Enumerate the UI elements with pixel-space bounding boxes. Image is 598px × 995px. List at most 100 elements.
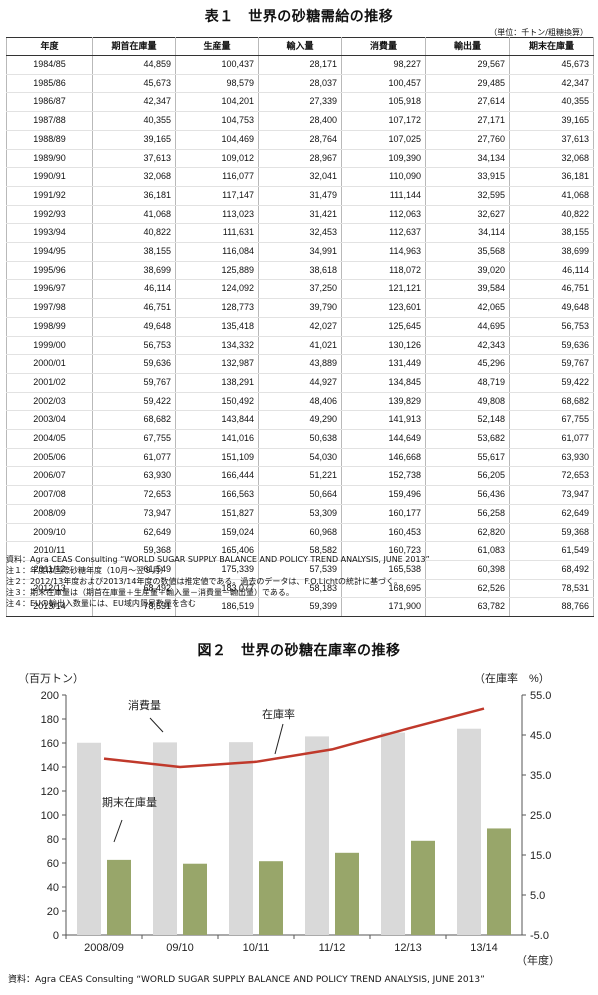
value-cell: 59,767 xyxy=(509,354,594,374)
table-row: 1997/98 46,751 128,773 39,790 123,601 42,065 4… xyxy=(6,298,594,318)
x-tick-label: 09/10 xyxy=(166,942,194,954)
value-cell: 45,673 xyxy=(509,55,594,75)
left-tick-label: 200 xyxy=(41,690,59,702)
value-cell: 143,844 xyxy=(175,410,259,431)
year-cell: 1992/93 xyxy=(6,205,93,225)
value-cell: 31,479 xyxy=(258,186,342,206)
value-cell: 124,092 xyxy=(175,279,259,300)
value-cell: 63,930 xyxy=(509,448,594,468)
value-cell: 116,077 xyxy=(175,167,259,187)
stock-ratio-line xyxy=(103,707,485,769)
value-cell: 28,400 xyxy=(258,111,342,131)
value-cell: 107,172 xyxy=(341,111,426,131)
table-row: 2002/03 59,422 150,492 48,406 139,829 49,808 6… xyxy=(6,392,594,412)
right-tick-label: 45.0 xyxy=(530,730,551,742)
value-cell: 62,649 xyxy=(509,504,594,524)
value-cell: 68,492 xyxy=(509,560,594,580)
value-cell: 32,041 xyxy=(258,167,342,187)
value-cell: 72,653 xyxy=(92,485,176,505)
consumption-bar xyxy=(457,728,481,935)
value-cell: 32,453 xyxy=(258,223,342,244)
value-cell: 56,205 xyxy=(425,466,510,487)
value-cell: 67,755 xyxy=(509,410,594,431)
table-row: 1988/89 39,165 104,469 28,764 107,025 27,760 3… xyxy=(6,130,594,150)
table-row: 2003/04 68,682 143,844 49,290 141,913 52,148 6… xyxy=(6,410,594,431)
table-row: 2004/05 67,755 141,016 50,638 144,649 53,682 6… xyxy=(6,429,594,449)
note-3: 注３：期末在庫量は（期首在庫量＋生産量＋輸入量－消費量－輸出量）である。 xyxy=(6,588,294,597)
value-cell: 49,648 xyxy=(92,317,176,337)
consumption-annotation-arrow xyxy=(149,717,164,733)
value-cell: 121,121 xyxy=(341,279,426,300)
table-row: 1995/96 38,699 125,889 38,618 118,072 39,020 4… xyxy=(6,261,594,281)
value-cell: 45,296 xyxy=(425,354,510,374)
value-cell: 56,258 xyxy=(425,504,510,524)
ratio-annotation: 在庫率 xyxy=(262,707,295,721)
note-4: 注４：EUの輸出入数量には、EU域内貿易数量を含む xyxy=(6,599,196,608)
year-cell: 1984/85 xyxy=(6,55,93,75)
value-cell: 166,444 xyxy=(175,466,259,487)
value-cell: 110,090 xyxy=(341,167,426,187)
year-cell: 1997/98 xyxy=(6,298,93,318)
value-cell: 151,827 xyxy=(175,504,259,524)
value-cell: 134,332 xyxy=(175,335,259,356)
consumption-annotation: 消費量 xyxy=(128,698,161,712)
stock-bar xyxy=(259,861,283,935)
right-tick-label: 5.0 xyxy=(530,890,545,902)
value-cell: 53,682 xyxy=(425,429,510,449)
value-cell: 28,037 xyxy=(258,74,342,94)
value-cell: 131,449 xyxy=(341,354,426,374)
value-cell: 56,753 xyxy=(92,335,176,356)
value-cell: 37,613 xyxy=(509,130,594,150)
right-tick-label: -5.0 xyxy=(530,930,549,942)
value-cell: 109,012 xyxy=(175,148,259,169)
table1-title: 表１ 世界の砂糖需給の推移 xyxy=(204,9,394,25)
consumption-bar xyxy=(153,742,177,935)
value-cell: 41,068 xyxy=(509,186,594,206)
value-cell: 40,355 xyxy=(509,92,594,113)
table-row: 1987/88 40,355 104,753 28,400 107,172 27,171 3… xyxy=(6,111,594,131)
value-cell: 160,177 xyxy=(341,504,426,524)
left-tick-label: 160 xyxy=(41,738,59,750)
stock-bar xyxy=(487,828,511,935)
value-cell: 42,347 xyxy=(92,92,176,113)
value-cell: 118,072 xyxy=(341,261,426,281)
value-cell: 42,347 xyxy=(509,74,594,94)
year-cell: 1996/97 xyxy=(6,279,93,300)
table-row: 1984/85 44,859 100,437 28,171 98,227 29,567 45… xyxy=(6,55,594,75)
figure2-title: 図２ 世界の砂糖在庫率の推移 xyxy=(197,643,401,659)
value-cell: 112,063 xyxy=(341,205,426,225)
table-row: 2010/11 59,368 165,406 58,582 160,723 61,083 6… xyxy=(6,541,594,561)
left-tick-label: 180 xyxy=(41,714,59,726)
left-tick-label: 140 xyxy=(41,762,59,774)
table-row: 1998/99 49,648 135,418 42,027 125,645 44,695 5… xyxy=(6,317,594,337)
value-cell: 130,126 xyxy=(341,335,426,356)
table-row: 1991/92 36,181 117,147 31,479 111,144 32,595 4… xyxy=(6,186,594,206)
value-cell: 159,496 xyxy=(341,485,426,505)
year-cell: 2005/06 xyxy=(6,448,93,468)
value-cell: 48,719 xyxy=(425,373,510,393)
value-cell: 27,614 xyxy=(425,92,510,113)
value-cell: 125,889 xyxy=(175,261,259,281)
year-cell: 1989/90 xyxy=(6,148,93,169)
value-cell: 105,918 xyxy=(341,92,426,113)
value-cell: 38,155 xyxy=(509,223,594,244)
table-row: 1986/87 42,347 104,201 27,339 105,918 27,614 4… xyxy=(6,92,594,113)
right-tick-label: 15.0 xyxy=(530,850,551,862)
value-cell: 68,682 xyxy=(92,410,176,431)
value-cell: 38,618 xyxy=(258,261,342,281)
value-cell: 141,016 xyxy=(175,429,259,449)
table-row: 2012/13 68,492 183,077 58,183 168,695 62,526 7… xyxy=(6,579,594,599)
value-cell: 32,627 xyxy=(425,205,510,225)
value-cell: 44,927 xyxy=(258,373,342,393)
x-tick-label: 11/12 xyxy=(319,942,346,954)
value-cell: 68,682 xyxy=(509,392,594,412)
year-cell: 1995/96 xyxy=(6,261,93,281)
value-cell: 50,638 xyxy=(258,429,342,449)
table-row: 2006/07 63,930 166,444 51,221 152,738 56,205 7… xyxy=(6,466,594,487)
value-cell: 41,068 xyxy=(92,205,176,225)
left-tick-label: 120 xyxy=(41,786,59,798)
value-cell: 78,531 xyxy=(509,579,594,599)
supply-demand-table: 年度 期首在庫量 生産量 輸入量 消費量 輸出量 期末在庫量 1984/85 44,859 10… xyxy=(6,37,594,618)
table1-container: 年度 期首在庫量 生産量 輸入量 消費量 輸出量 期末在庫量 1984/85 44,859 10… xyxy=(6,37,594,618)
year-cell: 2001/02 xyxy=(6,373,93,393)
